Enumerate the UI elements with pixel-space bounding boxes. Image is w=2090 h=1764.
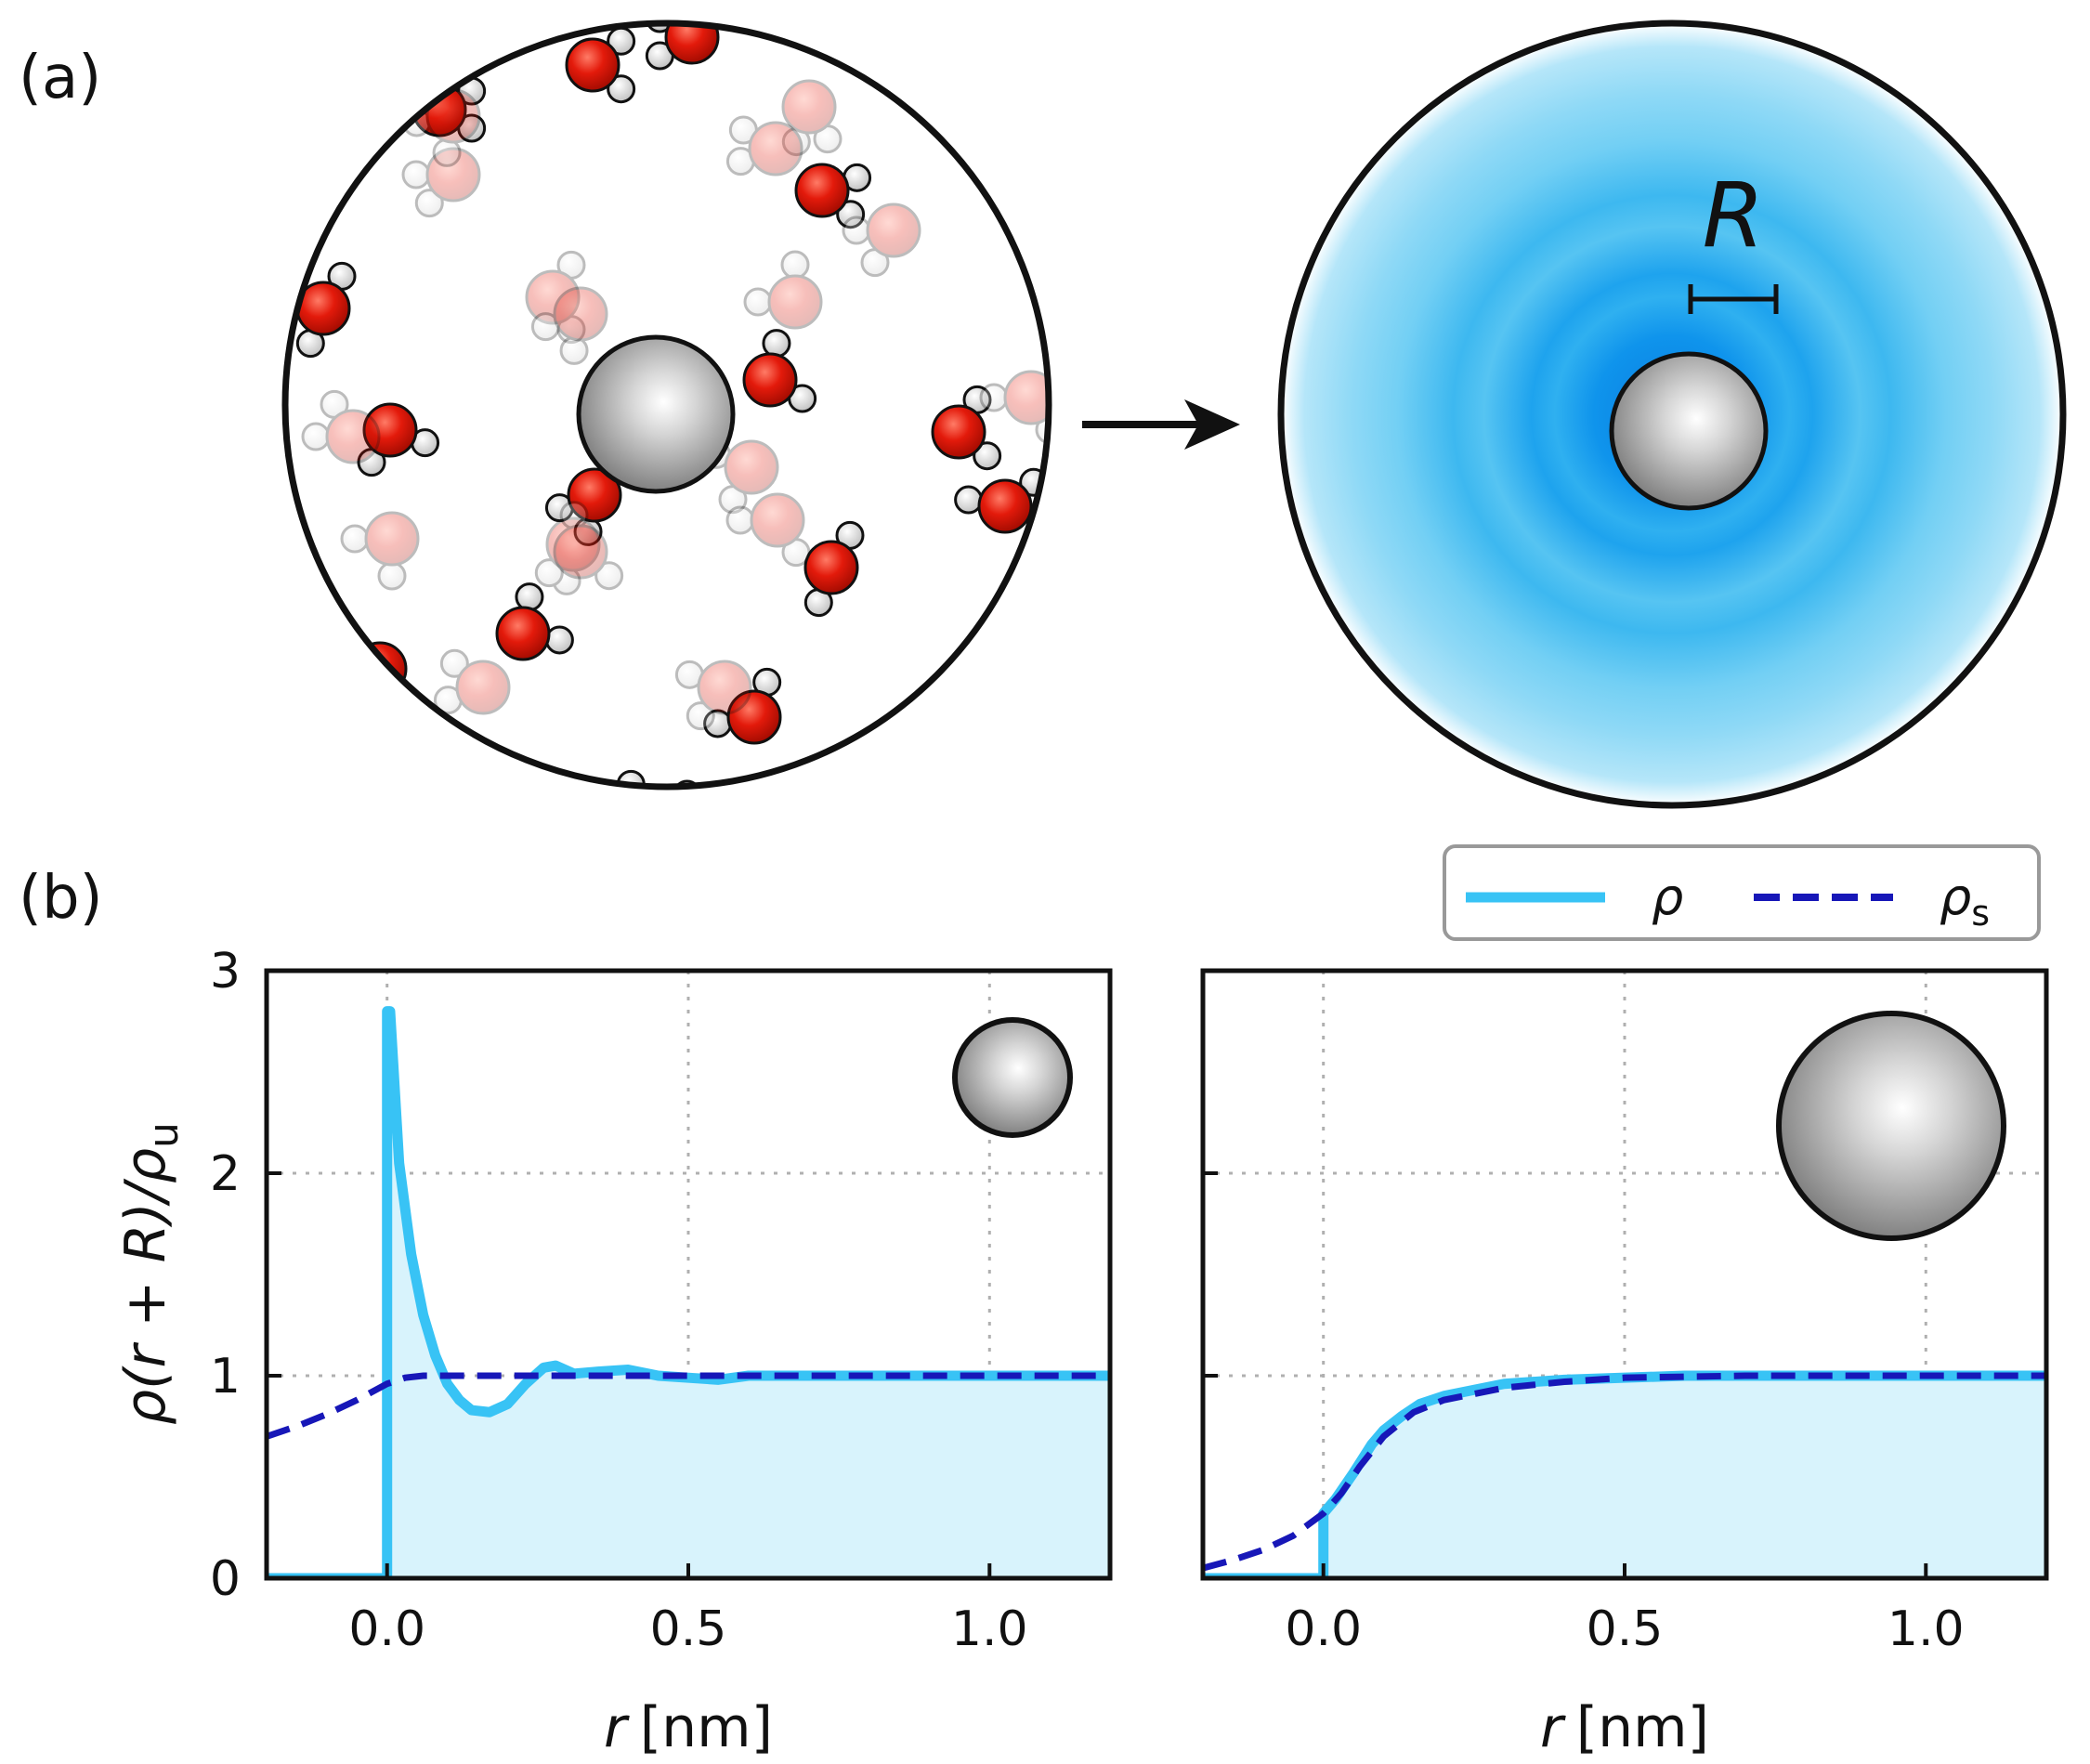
legend-rho-s-label: ρs xyxy=(1940,868,1990,934)
water-molecule xyxy=(794,163,872,229)
x-tick-label: 0.5 xyxy=(1587,1601,1664,1657)
y-axis-label: ρ(r + R)/ρu xyxy=(113,1122,188,1425)
water-molecule xyxy=(742,329,817,413)
panel-label-a: (a) xyxy=(19,44,101,112)
water-molecule-faded xyxy=(530,286,608,365)
water-molecule-faded xyxy=(725,492,811,568)
large-solute-icon xyxy=(1776,1011,2006,1241)
transform-arrow xyxy=(1082,399,1240,450)
plot-right: 0.0 0.5 1.0 xyxy=(1200,968,2049,1657)
water-molecule-faded xyxy=(725,115,803,176)
y-tick-label: 1 xyxy=(210,1349,241,1405)
x-tick-label: 1.0 xyxy=(951,1601,1028,1657)
lines-left xyxy=(267,1006,1110,1578)
solute-sphere xyxy=(576,334,736,494)
water-molecule xyxy=(295,261,357,359)
water-molecule-faded xyxy=(781,79,843,157)
water-molecule xyxy=(565,26,636,104)
rho-fill-area xyxy=(1323,1376,2046,1578)
water-molecule-faded xyxy=(340,511,420,591)
water-molecule-faded xyxy=(743,250,823,330)
ticks-left: 0.0 0.5 1.0 0 1 2 3 xyxy=(210,944,1028,1657)
panel-label-b: (b) xyxy=(19,864,103,933)
water-molecule-faded xyxy=(553,501,624,591)
x-tick-label: 0.0 xyxy=(1285,1601,1362,1657)
x-tick-label: 1.0 xyxy=(1888,1601,1965,1657)
water-molecule-faded xyxy=(433,648,511,715)
y-tick-label: 2 xyxy=(210,1146,241,1202)
water-molecule-faded xyxy=(842,203,921,278)
water-molecule-faded xyxy=(674,660,752,731)
y-tick-label: 3 xyxy=(210,944,241,1000)
x-axis-label-right: r [nm] xyxy=(1540,1695,1709,1760)
fill-right xyxy=(1323,1376,2046,1578)
legend-box xyxy=(1443,844,2041,941)
plot-left: 0.0 0.5 1.0 0 1 2 3 xyxy=(210,944,1113,1657)
x-tick-label: 0.5 xyxy=(650,1601,727,1657)
water-molecule xyxy=(931,385,1002,471)
water-molecule-faded xyxy=(301,389,381,464)
water-molecule xyxy=(495,582,574,661)
x-axis-label-left: r [nm] xyxy=(604,1695,773,1760)
series-rho-s-line xyxy=(267,1372,1110,1440)
density-field: R xyxy=(1277,20,2067,809)
ticks-right: 0.0 0.5 1.0 xyxy=(1203,969,1965,1657)
small-solute-icon xyxy=(952,1017,1073,1138)
molecular-snapshot xyxy=(281,20,1052,791)
snapshot-boundary xyxy=(281,20,1052,791)
legend: ρ ρs xyxy=(1443,844,2041,941)
series-rho-s-line xyxy=(1203,1372,2046,1572)
lines-right xyxy=(1203,1370,2046,1578)
legend-rho-label: ρ xyxy=(1652,868,1683,926)
radius-bar xyxy=(1688,284,1779,314)
rho-fill-area xyxy=(386,1011,1110,1578)
solute-sphere-density xyxy=(1609,351,1769,511)
x-tick-label: 0.0 xyxy=(348,1601,425,1657)
fill-left xyxy=(386,1011,1110,1578)
y-tick-label: 0 xyxy=(210,1551,241,1607)
water-molecule xyxy=(803,520,865,618)
radius-label: R xyxy=(1703,163,1765,268)
